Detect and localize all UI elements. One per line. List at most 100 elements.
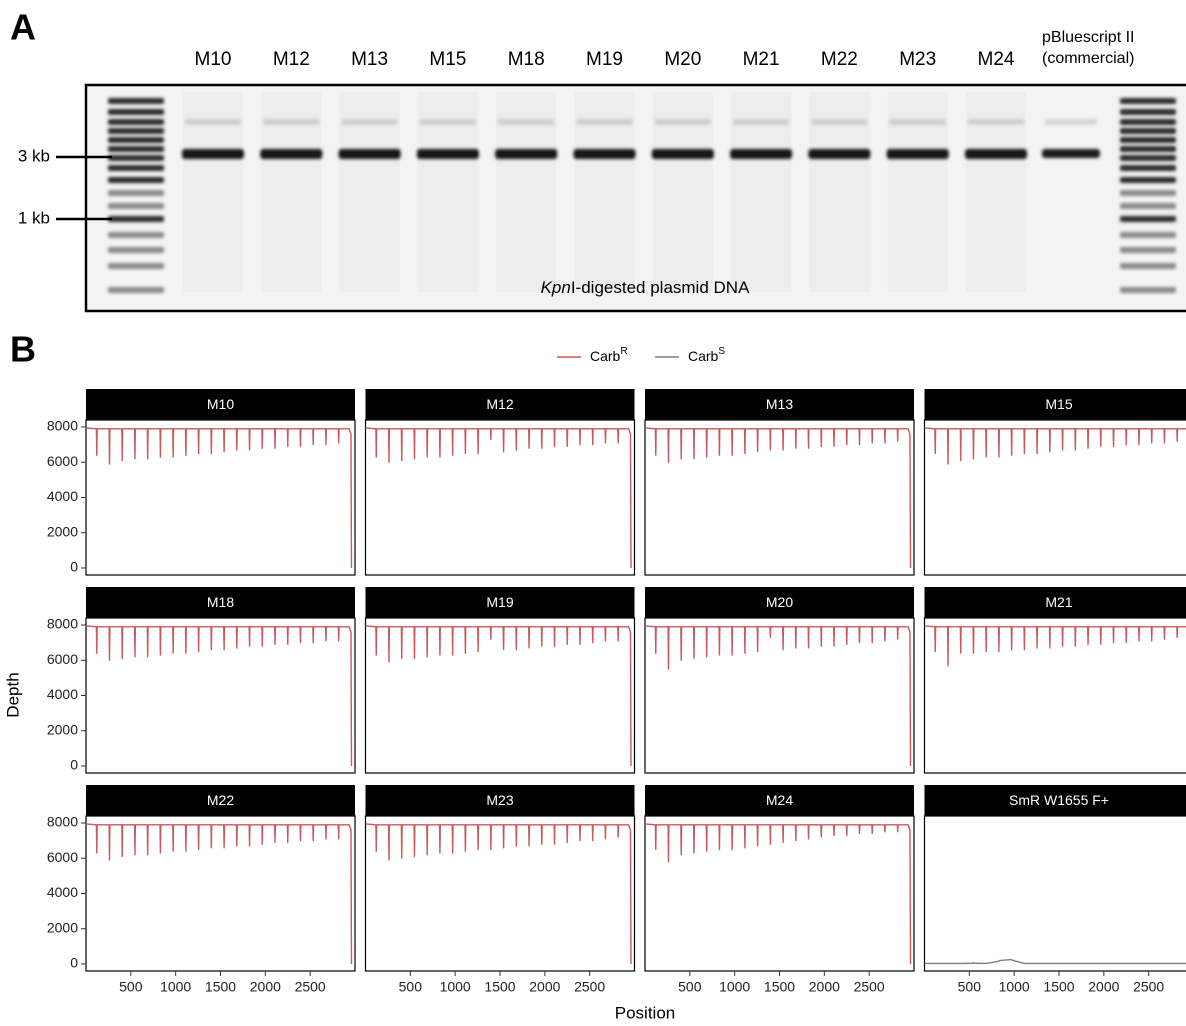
ladder-band — [1120, 232, 1176, 238]
facet-panel — [86, 420, 355, 575]
figure: A KpnI-digested plasmid DNA pBluescript … — [0, 0, 1186, 1026]
ladder-band — [1120, 263, 1176, 269]
ladder-band — [1120, 155, 1176, 161]
lane-label: M23 — [899, 49, 936, 70]
ladder-band — [108, 177, 164, 183]
ladder-band — [1120, 177, 1176, 183]
legend-name: Carb — [590, 348, 621, 364]
lane-label: M13 — [351, 49, 388, 70]
lane-label: M12 — [273, 49, 310, 70]
ladder-band — [1120, 146, 1176, 152]
x-tick-label: 2000 — [250, 979, 281, 995]
y-tick-label: 4000 — [47, 488, 78, 504]
x-tick-label: 2000 — [1088, 979, 1119, 995]
facet-panel — [645, 420, 914, 575]
ladder-band — [108, 232, 164, 238]
ladder-band — [108, 263, 164, 269]
faint-band — [498, 119, 554, 125]
lane-label: M22 — [821, 49, 858, 70]
ladder-band — [1120, 137, 1176, 143]
facet-title: M20 — [766, 594, 793, 610]
legend-sup: R — [620, 346, 627, 357]
faint-band — [263, 119, 319, 125]
x-tick-label: 2500 — [574, 979, 605, 995]
facet-title: M22 — [207, 792, 234, 808]
faint-band — [342, 119, 398, 125]
caption-italic: Kpn — [541, 278, 571, 297]
ladder-band — [1120, 109, 1176, 115]
faint-band — [890, 119, 946, 125]
facet-panel — [86, 816, 355, 971]
y-tick-label: 8000 — [47, 814, 78, 830]
facet-panel — [925, 816, 1186, 971]
facet-panel — [86, 618, 355, 773]
ladder-band — [1120, 216, 1176, 222]
ladder-band — [108, 137, 164, 143]
facet-panel — [925, 420, 1186, 575]
ladder-band — [108, 146, 164, 152]
y-axis-title: Depth — [3, 672, 22, 717]
band — [260, 149, 322, 159]
facet-title: M23 — [486, 792, 513, 808]
faint-band — [1045, 119, 1097, 125]
y-tick-label: 2000 — [47, 721, 78, 737]
x-tick-label: 2000 — [809, 979, 840, 995]
lane-label: M15 — [429, 49, 466, 70]
ladder-band — [108, 109, 164, 115]
band — [887, 149, 949, 159]
x-tick-label: 1500 — [1043, 979, 1074, 995]
faint-band — [733, 119, 789, 125]
lane-label: M24 — [978, 49, 1015, 70]
x-tick-label: 1500 — [205, 979, 236, 995]
marker-label: 1 kb — [18, 208, 50, 227]
x-tick-label: 500 — [678, 979, 702, 995]
facet-title: M10 — [207, 396, 234, 412]
faint-band — [968, 119, 1024, 125]
ladder-band — [1120, 190, 1176, 196]
x-tick-label: 2000 — [529, 979, 560, 995]
panel-label: A — [10, 7, 36, 48]
ladder-band — [108, 165, 164, 171]
y-tick-label: 8000 — [47, 616, 78, 632]
lane-label: (commercial) — [1042, 50, 1134, 67]
y-tick-label: 2000 — [47, 919, 78, 935]
marker-label: 3 kb — [18, 146, 50, 165]
x-tick-label: 2500 — [295, 979, 326, 995]
legend-name: Carb — [688, 348, 719, 364]
band — [1042, 149, 1100, 158]
lane-label: pBluescript II — [1042, 29, 1134, 46]
y-tick-label: 6000 — [47, 453, 78, 469]
y-tick-label: 4000 — [47, 884, 78, 900]
band — [495, 149, 557, 159]
facet-panel — [645, 618, 914, 773]
x-tick-label: 500 — [399, 979, 423, 995]
facet-panel — [366, 420, 635, 575]
ladder-band — [1120, 203, 1176, 209]
band — [652, 149, 714, 159]
y-tick-label: 6000 — [47, 651, 78, 667]
facet-panel — [366, 816, 635, 971]
ladder-band — [108, 203, 164, 209]
x-tick-label: 500 — [958, 979, 982, 995]
legend-sup: S — [718, 346, 725, 357]
facet-title: M19 — [486, 594, 513, 610]
panel-label: B — [10, 329, 36, 370]
gel-caption: KpnI-digested plasmid DNA — [541, 278, 750, 297]
x-tick-label: 1000 — [440, 979, 471, 995]
faint-band — [577, 119, 633, 125]
band — [965, 149, 1027, 159]
facet-title: M24 — [766, 792, 793, 808]
facet-title: SmR W1655 F+ — [1009, 792, 1109, 808]
facet-title: M21 — [1045, 594, 1072, 610]
lane-label: M19 — [586, 49, 623, 70]
x-tick-label: 2500 — [854, 979, 885, 995]
ladder-band — [108, 98, 164, 104]
caption-rest: I-digested plasmid DNA — [571, 278, 750, 297]
x-tick-label: 1500 — [764, 979, 795, 995]
faint-band — [420, 119, 476, 125]
facet-title: M13 — [766, 396, 793, 412]
ladder-band — [108, 128, 164, 134]
x-axis-title: Position — [615, 1003, 675, 1022]
lane-label: M18 — [508, 49, 545, 70]
ladder-band — [108, 190, 164, 196]
